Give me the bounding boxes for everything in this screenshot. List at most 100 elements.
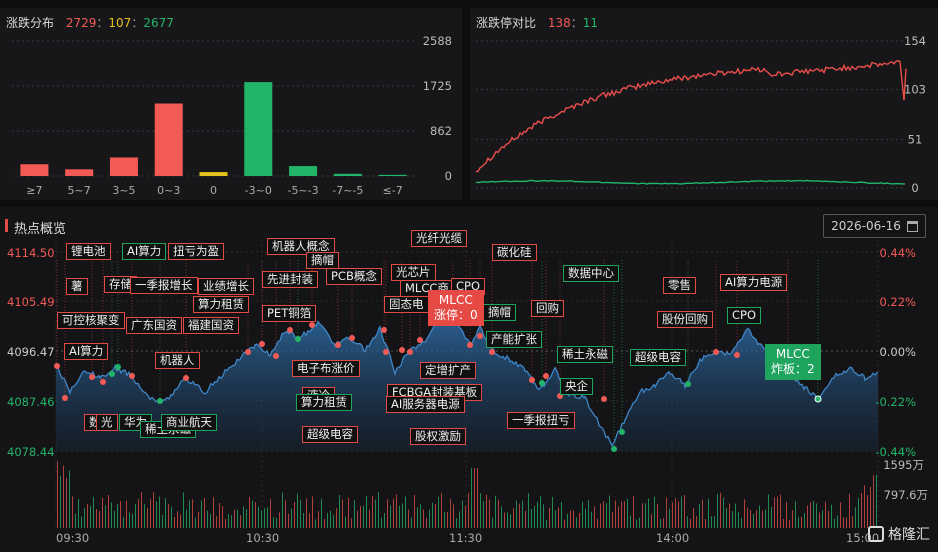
volume-bar: [486, 494, 487, 528]
hot-topic-tag[interactable]: AI算力: [122, 243, 167, 260]
mlcc-broken-callout[interactable]: MLCC 炸板：2: [765, 344, 821, 380]
hot-topic-tag[interactable]: 光: [96, 414, 118, 431]
event-dot[interactable]: [713, 349, 719, 355]
hot-topic-tag[interactable]: 业绩增长: [198, 278, 254, 295]
event-dot[interactable]: [129, 373, 135, 379]
hot-topic-tag[interactable]: 光纤光缆: [411, 230, 467, 247]
volume-bar: [801, 516, 802, 528]
event-dot[interactable]: [417, 337, 423, 343]
volume-bar: [228, 514, 229, 528]
hot-topic-tag[interactable]: 福建国资: [183, 317, 239, 334]
hot-topic-tag[interactable]: 算力租赁: [296, 394, 352, 411]
hot-topic-tag[interactable]: 产能扩张: [486, 331, 542, 348]
date-picker[interactable]: 2026-06-16: [823, 214, 926, 238]
volume-bar: [696, 516, 697, 528]
hot-topic-tag[interactable]: 薯: [66, 278, 88, 295]
hot-topic-tag[interactable]: 锂电池: [66, 243, 111, 260]
event-dot[interactable]: [115, 364, 121, 370]
hot-topic-tag[interactable]: 稀土永磁: [557, 346, 613, 363]
hot-topic-tag[interactable]: 商业航天: [161, 414, 217, 431]
hot-topic-tag[interactable]: 光芯片: [391, 264, 436, 281]
volume-bar: [180, 514, 181, 528]
hot-topic-tag[interactable]: 摘帽: [483, 304, 516, 321]
event-dot[interactable]: [62, 395, 68, 401]
event-dot[interactable]: [183, 375, 189, 381]
event-dot[interactable]: [259, 341, 265, 347]
hot-topic-tag[interactable]: CPO: [727, 307, 762, 324]
volume-bar: [843, 517, 844, 528]
hot-topic-tag[interactable]: PET铜箔: [262, 305, 317, 322]
hot-topic-tag[interactable]: AI算力电源: [720, 274, 788, 291]
event-dot[interactable]: [477, 333, 483, 339]
hot-topic-tag[interactable]: 超级电容: [302, 426, 358, 443]
hot-topic-tag[interactable]: 央企: [560, 378, 593, 395]
hot-topic-tag[interactable]: AI算力: [64, 343, 109, 360]
event-dot[interactable]: [529, 377, 535, 383]
event-dot[interactable]: [295, 336, 301, 342]
event-dot[interactable]: [109, 371, 115, 377]
bar: [244, 82, 273, 176]
event-dot[interactable]: [543, 373, 549, 379]
event-dot[interactable]: [601, 396, 607, 402]
hot-topic-tag[interactable]: 摘帽: [306, 252, 339, 269]
event-dot[interactable]: [685, 381, 691, 387]
hot-topic-tag[interactable]: 超级电容: [630, 349, 686, 366]
volume-bar: [441, 492, 442, 528]
hot-topic-tag[interactable]: 零售: [663, 277, 696, 294]
hot-topic-tag[interactable]: 机器人: [155, 352, 200, 369]
event-dot[interactable]: [157, 398, 163, 404]
hot-topic-tag[interactable]: 算力租赁: [193, 296, 249, 313]
ratio-up-count: 138: [547, 16, 571, 30]
event-dot[interactable]: [407, 349, 413, 355]
event-dot[interactable]: [54, 363, 60, 369]
hot-topic-tag[interactable]: 回购: [531, 300, 564, 317]
event-dot[interactable]: [489, 349, 495, 355]
volume-bar: [627, 498, 628, 528]
hot-topic-tag[interactable]: PCB概念: [326, 268, 382, 285]
volume-bar: [309, 513, 310, 528]
hot-topic-tag[interactable]: 定增扩产: [420, 362, 476, 379]
volume-bar: [192, 499, 193, 528]
volume-bar: [789, 519, 790, 528]
event-dot[interactable]: [287, 327, 293, 333]
x-tick-label: 0~3: [157, 184, 180, 197]
volume-bar: [555, 510, 556, 528]
hot-topic-tag[interactable]: 先进封装: [262, 271, 318, 288]
hot-topic-tag[interactable]: 可控核聚变: [57, 312, 125, 329]
hot-topic-tag[interactable]: 扭亏为盈: [168, 243, 224, 260]
hot-topic-tag[interactable]: 股权激励: [410, 428, 466, 445]
event-dot[interactable]: [399, 347, 405, 353]
volume-bar: [612, 512, 613, 528]
hot-topic-tag[interactable]: 机器人概念: [267, 238, 335, 255]
hot-topic-tag[interactable]: AI服务器电源: [386, 396, 465, 413]
event-dot[interactable]: [100, 379, 106, 385]
hot-topic-tag[interactable]: 固态电: [384, 296, 429, 313]
volume-bar: [714, 516, 715, 528]
event-dot[interactable]: [89, 374, 95, 380]
event-dot[interactable]: [381, 327, 387, 333]
event-dot[interactable]: [734, 352, 740, 358]
event-dot[interactable]: [383, 349, 389, 355]
event-dot[interactable]: [611, 446, 617, 452]
event-dot[interactable]: [273, 353, 279, 359]
volume-bar: [828, 510, 829, 528]
event-dot[interactable]: [335, 342, 341, 348]
hot-topic-tag[interactable]: 一季报扭亏: [507, 412, 575, 429]
mlcc-limit-up-callout[interactable]: MLCC 涨停：0: [428, 290, 484, 326]
hot-topic-tag[interactable]: 股份回购: [657, 311, 713, 328]
volume-bar: [456, 518, 457, 528]
volume-bar: [501, 506, 502, 528]
hot-topic-tag[interactable]: 电子布涨价: [292, 360, 360, 377]
hot-topic-tag[interactable]: 广东国资: [126, 317, 182, 334]
event-dot[interactable]: [539, 380, 545, 386]
event-dot[interactable]: [349, 335, 355, 341]
event-dot[interactable]: [467, 342, 473, 348]
hot-topic-tag[interactable]: 碳化硅: [492, 244, 537, 261]
hot-topic-tag[interactable]: 数据中心: [563, 265, 619, 282]
event-dot[interactable]: [245, 349, 251, 355]
event-dot[interactable]: [309, 322, 315, 328]
event-dot[interactable]: [814, 395, 822, 403]
hot-topic-tag[interactable]: 一季报增长: [130, 277, 198, 294]
event-dot[interactable]: [619, 429, 625, 435]
